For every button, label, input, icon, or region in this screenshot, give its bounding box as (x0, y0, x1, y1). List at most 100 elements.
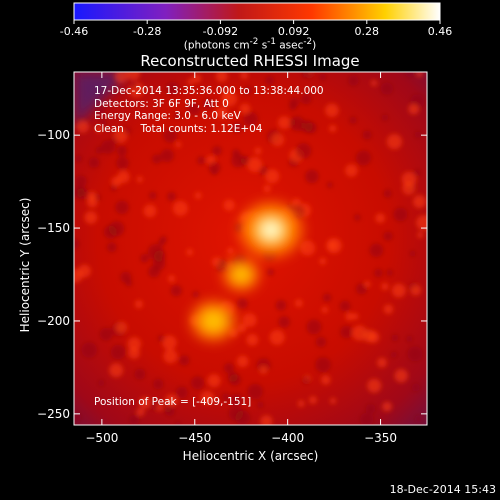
heatmap-speckle (414, 414, 424, 424)
heatmap-speckle (136, 407, 145, 417)
heatmap-speckle (417, 231, 424, 239)
heatmap-speckle (101, 139, 116, 154)
heatmap-speckle (74, 238, 80, 250)
heatmap-speckle (370, 79, 378, 87)
heatmap-speckle (329, 397, 337, 405)
y-tick-label: −250 (37, 407, 70, 421)
heatmap-speckle (235, 410, 251, 425)
heatmap-speckle (227, 247, 234, 255)
heatmap-speckle (407, 346, 423, 362)
heatmap-speckle (114, 72, 128, 84)
heatmap-speckle (109, 363, 124, 378)
heatmap-speckle (231, 153, 246, 168)
colorbar-gradient (73, 2, 441, 21)
heatmap-speckle (163, 349, 178, 364)
colorbar-tick-label: -0.46 (60, 25, 88, 38)
heatmap-speckle (315, 356, 331, 373)
heatmap-speckle (103, 225, 118, 239)
heatmap-speckle (236, 355, 249, 368)
heatmap-speckle (243, 111, 259, 127)
peak-position-label: Position of Peak = [-409,-151] (94, 396, 252, 408)
heatmap-speckle (339, 300, 351, 312)
source-core (231, 265, 251, 284)
heatmap-speckle (196, 156, 206, 165)
heatmap-speckle (240, 72, 249, 80)
heatmap-speckle (373, 268, 383, 278)
heatmap-speckle (260, 415, 273, 425)
heatmap-speckle (355, 150, 372, 166)
heatmap-speckle (88, 157, 100, 169)
x-tick-label: −400 (271, 431, 304, 445)
colorbar-tick-label: -0.28 (133, 25, 161, 38)
heatmap-speckle (319, 257, 327, 265)
heatmap-speckle (229, 393, 243, 406)
heatmap-speckle (414, 131, 422, 139)
heatmap-speckle (149, 400, 160, 411)
y-axis-label: Heliocentric Y (arcsec) (18, 197, 32, 333)
heatmap-speckle (408, 103, 420, 115)
source-core (200, 309, 226, 333)
heatmap-speckle (326, 181, 334, 189)
heatmap-speckle (128, 414, 140, 425)
heatmap-speckle (390, 351, 398, 359)
heatmap-speckle (303, 72, 315, 79)
heatmap-speckle (246, 333, 259, 346)
heatmap-speckle (386, 269, 394, 277)
heatmap-speckle (381, 282, 389, 291)
footer-timestamp: 18-Dec-2014 15:43 (389, 483, 496, 496)
heatmap-speckle (164, 405, 176, 417)
heatmap-speckle (266, 268, 275, 276)
heatmap-speckle (413, 169, 421, 177)
heatmap-speckle (77, 188, 85, 196)
heatmap-speckle (326, 237, 342, 254)
heatmap-speckle (99, 119, 107, 127)
page-title: Reconstructed RHESSI Image (140, 52, 360, 70)
heatmap-speckle (216, 106, 228, 119)
heatmap-speckle (152, 257, 166, 271)
heatmap-speckle (165, 394, 178, 407)
heatmap-speckle (377, 357, 387, 368)
heatmap-speckle (151, 154, 162, 164)
heatmap-speckle (353, 214, 361, 221)
heatmap-speckle (110, 344, 126, 360)
heatmap-speckle (223, 362, 235, 374)
heatmap-speckle (320, 375, 331, 385)
observation-info: 17-Dec-2014 13:35:36.000 to 13:38:44.000… (94, 85, 324, 135)
heatmap-speckle (148, 191, 157, 200)
y-tick-label: −100 (37, 128, 70, 142)
heatmap-speckle (74, 411, 82, 424)
heatmap-speckle (223, 199, 235, 211)
heatmap-speckle (99, 327, 113, 341)
heatmap-speckle (391, 334, 399, 342)
heatmap-speckle (192, 291, 200, 299)
heatmap-speckle (369, 243, 384, 258)
heatmap-speckle (162, 335, 177, 350)
heatmap-speckle (242, 313, 257, 328)
x-tick-label: −450 (178, 431, 211, 445)
heatmap-speckle (143, 204, 157, 218)
heatmap-speckle (329, 124, 337, 133)
heatmap-speckle (355, 283, 368, 295)
heatmap-speckle (167, 274, 176, 283)
heatmap-speckle (81, 342, 98, 358)
colorbar-tick-label: 0.28 (355, 25, 380, 38)
heatmap-speckle (351, 325, 368, 341)
heatmap-speckle (139, 396, 151, 409)
heatmap-speckle (84, 211, 98, 224)
heatmap-speckle (125, 72, 141, 81)
heatmap-speckle (322, 293, 332, 302)
heatmap-speckle (386, 133, 403, 150)
heatmap-speckle (194, 192, 202, 199)
heatmap-speckle (158, 239, 165, 246)
heatmap-speckle (200, 390, 215, 405)
heatmap-speckle (271, 133, 285, 147)
heatmap-speckle (162, 128, 178, 143)
heatmap-speckle (306, 319, 322, 335)
heatmap-speckle (416, 72, 424, 78)
heatmap-speckle (187, 102, 201, 116)
heatmap-speckle (116, 156, 129, 170)
heatmap-speckle (381, 114, 389, 122)
heatmap-speckle (222, 92, 230, 100)
heatmap-speckle (315, 336, 327, 348)
heatmap-speckle (269, 329, 285, 345)
